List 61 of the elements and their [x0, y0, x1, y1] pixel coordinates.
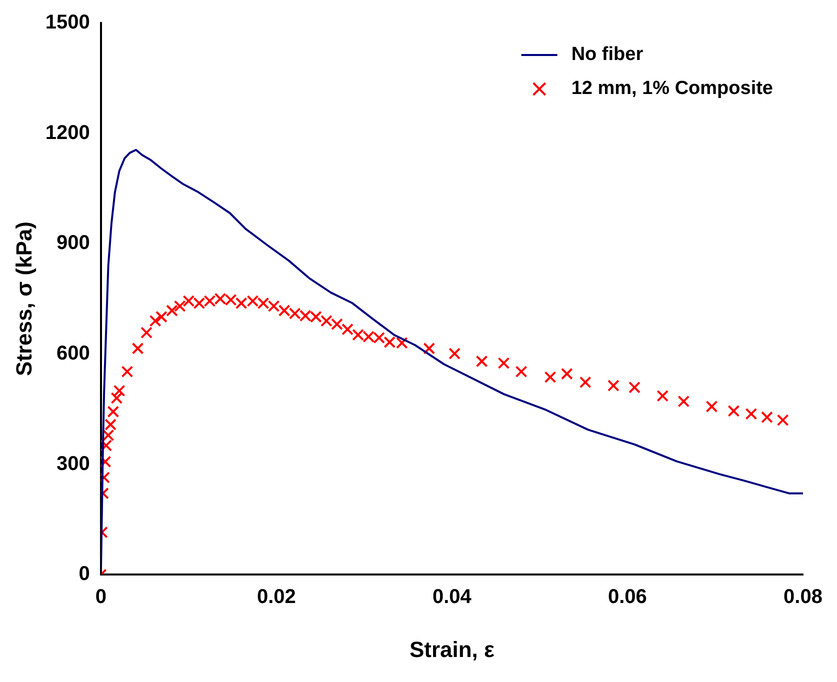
point	[362, 330, 375, 343]
point	[299, 310, 312, 322]
point	[132, 342, 144, 354]
point	[678, 395, 690, 408]
y-axis-title: Stress, σ (kPa)	[11, 222, 36, 376]
x-tick-label: 0.02	[256, 586, 296, 608]
point	[288, 308, 301, 320]
point	[268, 300, 280, 312]
point	[100, 456, 112, 468]
point	[156, 310, 168, 323]
point	[214, 292, 226, 305]
point	[257, 297, 270, 310]
point	[476, 355, 488, 368]
point	[423, 342, 436, 354]
point	[384, 336, 396, 348]
point	[396, 336, 408, 349]
x-axis-title: Strain, ε	[409, 636, 496, 662]
point	[448, 348, 461, 360]
point	[246, 295, 259, 307]
point	[544, 371, 556, 384]
point	[761, 411, 773, 424]
point	[607, 380, 620, 392]
point	[235, 297, 248, 310]
point	[706, 400, 718, 412]
x-tick-label: 0.06	[608, 586, 647, 608]
x-tick-label: 0.04	[432, 586, 472, 608]
y-tick-label: 300	[56, 452, 90, 475]
point	[560, 368, 573, 380]
point	[310, 310, 322, 323]
point	[331, 318, 343, 330]
point	[579, 376, 592, 388]
point	[193, 297, 206, 310]
y-tick-label: 1500	[45, 12, 90, 34]
point	[498, 357, 510, 370]
point	[373, 332, 386, 344]
point	[182, 295, 195, 307]
point	[628, 381, 640, 394]
point	[515, 366, 528, 378]
point	[121, 366, 134, 378]
point	[174, 300, 186, 312]
point	[728, 405, 740, 417]
point	[656, 390, 669, 402]
x-tick-label: 0.08	[784, 586, 822, 608]
point	[166, 304, 178, 317]
point	[204, 295, 216, 307]
legend-label: No fiber	[571, 44, 644, 66]
y-tick-label: 0	[78, 563, 90, 586]
point	[140, 326, 152, 339]
point	[776, 414, 789, 426]
point	[224, 294, 237, 306]
point	[320, 314, 332, 327]
y-tick-label: 600	[56, 342, 90, 364]
y-tick-label: 1200	[45, 122, 90, 144]
point	[342, 323, 354, 336]
point	[352, 328, 364, 341]
legend-label: 12 mm, 1% Composite	[571, 78, 773, 100]
point	[745, 408, 758, 420]
point	[278, 304, 290, 317]
y-tick-label: 900	[56, 232, 90, 254]
x-tick-label: 0	[95, 586, 106, 608]
point	[149, 314, 162, 327]
